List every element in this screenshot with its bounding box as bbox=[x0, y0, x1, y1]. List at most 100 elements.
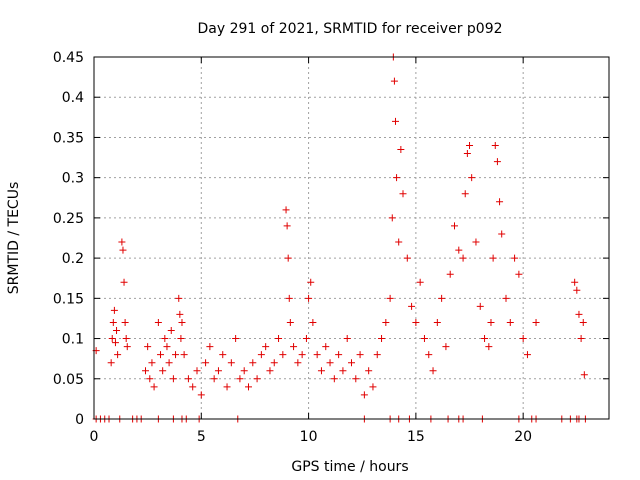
data-point bbox=[472, 238, 480, 246]
data-point bbox=[146, 375, 154, 383]
data-point bbox=[369, 383, 377, 391]
y-tick-label: 0.35 bbox=[53, 130, 84, 146]
data-point bbox=[442, 343, 450, 351]
data-point bbox=[515, 270, 523, 278]
data-point bbox=[382, 318, 390, 326]
data-point bbox=[388, 214, 396, 222]
data-point bbox=[144, 343, 152, 351]
data-point bbox=[330, 375, 338, 383]
data-point bbox=[573, 286, 581, 294]
y-tick-label: 0.3 bbox=[62, 171, 84, 187]
data-point bbox=[178, 318, 186, 326]
data-point bbox=[466, 141, 474, 149]
data-point bbox=[172, 351, 180, 359]
axis-ticks: 0 0.05 0.1 0.15 0.2 0.25 0.3 0.35 0.4 0.45 0 5 10 15 2… bbox=[53, 50, 609, 445]
data-point bbox=[391, 117, 399, 125]
data-point bbox=[142, 367, 149, 375]
x-tick-label: 5 bbox=[197, 429, 206, 445]
x-axis-label: GPS time / hours bbox=[291, 459, 408, 475]
data-point bbox=[360, 391, 368, 399]
y-tick-label: 0.2 bbox=[62, 251, 84, 267]
data-point bbox=[498, 230, 506, 238]
data-point bbox=[189, 383, 197, 391]
data-point bbox=[487, 318, 495, 326]
data-point bbox=[197, 391, 205, 399]
data-point bbox=[459, 254, 467, 262]
data-point bbox=[481, 335, 489, 343]
data-point bbox=[446, 270, 454, 278]
data-point bbox=[489, 254, 497, 262]
data-point bbox=[113, 327, 121, 335]
data-point bbox=[236, 375, 244, 383]
data-point bbox=[159, 367, 167, 375]
data-point bbox=[468, 174, 476, 182]
data-point bbox=[206, 343, 214, 351]
data-point bbox=[425, 351, 433, 359]
data-point bbox=[393, 174, 401, 182]
data-point bbox=[506, 318, 514, 326]
data-point bbox=[121, 318, 129, 326]
data-point bbox=[240, 367, 248, 375]
data-point bbox=[223, 383, 231, 391]
data-point bbox=[177, 335, 185, 343]
data-point bbox=[232, 335, 240, 343]
y-tick-label: 0.15 bbox=[53, 291, 84, 307]
data-point bbox=[307, 278, 315, 286]
data-point bbox=[305, 294, 313, 302]
data-point bbox=[408, 302, 416, 310]
data-point bbox=[219, 351, 227, 359]
data-point bbox=[282, 206, 290, 214]
data-point bbox=[270, 359, 278, 367]
y-tick-label: 0.4 bbox=[62, 90, 84, 106]
data-point bbox=[309, 318, 317, 326]
data-point bbox=[257, 351, 265, 359]
data-point bbox=[150, 383, 158, 391]
data-point bbox=[123, 343, 131, 351]
data-point bbox=[399, 190, 407, 198]
data-point bbox=[463, 150, 471, 158]
data-point bbox=[395, 238, 403, 246]
data-point bbox=[519, 335, 527, 343]
data-point bbox=[302, 335, 310, 343]
data-point bbox=[571, 278, 579, 286]
data-point bbox=[326, 359, 334, 367]
x-tick-label: 0 bbox=[90, 429, 99, 445]
data-point bbox=[279, 351, 287, 359]
data-point bbox=[298, 351, 306, 359]
y-axis-label: SRMTID / TECUs bbox=[6, 182, 22, 295]
data-point bbox=[322, 343, 330, 351]
x-tick-label: 15 bbox=[407, 429, 425, 445]
data-point bbox=[397, 146, 405, 154]
data-point bbox=[148, 359, 156, 367]
data-point bbox=[154, 318, 162, 326]
data-point bbox=[157, 351, 165, 359]
data-point bbox=[429, 367, 437, 375]
data-point bbox=[109, 318, 117, 326]
data-points bbox=[92, 53, 589, 423]
data-point bbox=[285, 294, 293, 302]
y-tick-label: 0 bbox=[75, 412, 84, 428]
data-point bbox=[348, 359, 355, 367]
chart-title: Day 291 of 2021, SRMTID for receiver p09… bbox=[197, 21, 502, 37]
data-point bbox=[214, 367, 222, 375]
data-point bbox=[577, 335, 585, 343]
data-point bbox=[386, 294, 394, 302]
data-point bbox=[283, 222, 291, 230]
data-point bbox=[286, 318, 294, 326]
data-point bbox=[365, 367, 373, 375]
data-point bbox=[317, 367, 325, 375]
data-point bbox=[184, 375, 192, 383]
data-point bbox=[313, 351, 321, 359]
data-point bbox=[294, 359, 302, 367]
data-point bbox=[249, 359, 257, 367]
data-point bbox=[403, 254, 411, 262]
data-point bbox=[451, 222, 458, 230]
data-point bbox=[433, 318, 441, 326]
data-point bbox=[253, 375, 261, 383]
data-point bbox=[390, 77, 398, 85]
data-point bbox=[343, 335, 351, 343]
data-point bbox=[356, 351, 364, 359]
data-point bbox=[165, 359, 173, 367]
data-point bbox=[491, 141, 499, 149]
